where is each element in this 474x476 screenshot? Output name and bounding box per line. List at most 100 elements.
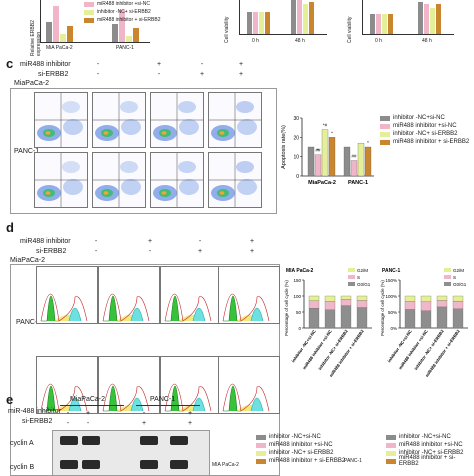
viability-ylabel-1: Cell viability <box>224 16 230 43</box>
d-mir-sign: - <box>198 238 202 245</box>
y-tick-label: 10 <box>293 155 299 161</box>
viability-chart-1: Cell viability 0 h 48 h <box>224 0 330 50</box>
cycle-bar-segment <box>324 295 336 302</box>
cycle-bar-segment <box>308 295 320 301</box>
legend-swatch <box>348 282 355 286</box>
legend-label: miR488 inhibitor +si-NC <box>269 442 333 448</box>
e-chart2-title: PANC-1 <box>344 458 362 464</box>
legend-label: miR488 inhibitor + si-ERBB2 <box>393 139 470 145</box>
c-mir-sign: - <box>200 61 204 68</box>
viability-bar <box>247 12 252 34</box>
x-category-label: inhibitor -NC+ si-ERBB2 <box>317 328 349 371</box>
erbb2-bar <box>133 28 139 42</box>
y-tick-label: 0% <box>390 326 397 331</box>
cycle-bar-segment <box>436 295 448 301</box>
cell-cycle-chart-panc: PANC-1 0% 50% 100% 150%Percentage of cell cy… <box>380 268 468 378</box>
c-si-sign: - <box>96 71 100 78</box>
c-mir488-label: miR488 inhibitor <box>20 61 71 68</box>
x-category-label: miR488 inhibitor + si-ERBB2 <box>424 328 461 378</box>
viability-bar <box>259 12 264 34</box>
legend-label: G2/M <box>453 268 464 273</box>
legend-swatch <box>386 434 396 440</box>
apoptosis-bar <box>328 137 336 177</box>
e-mir-sign: + <box>85 410 91 417</box>
significance-mark: * <box>367 140 369 145</box>
erbb2-cat-1: MiA PaCa-2 <box>46 45 73 51</box>
flow-dot-plot <box>208 152 262 208</box>
y-tick-label: 20 <box>293 135 299 141</box>
panel-label-d: d <box>6 220 14 235</box>
viability-bar <box>291 0 296 34</box>
y-tick-label: 50% <box>388 310 397 315</box>
apoptosis-bar <box>364 146 372 177</box>
apoptosis-bar <box>321 129 329 177</box>
e-legend-2: inhibitor -NC+si-NC miR488 inhibitor +si… <box>386 433 474 467</box>
apoptosis-bar <box>343 146 351 177</box>
legend-swatch <box>256 450 266 456</box>
apoptosis-bar <box>314 154 322 177</box>
d-mir-sign: - <box>94 238 98 245</box>
flow-dot-plot <box>92 152 146 208</box>
e-line2-bar <box>136 405 200 406</box>
c-mir-sign: + <box>238 61 244 68</box>
c-mir-sign: + <box>156 61 162 68</box>
significance-mark: ## <box>351 154 357 159</box>
y-axis-label: Percentage of cell cycle (%) <box>284 280 289 336</box>
d-mir-sign: + <box>147 238 153 245</box>
erbb2-bar <box>60 34 66 42</box>
legend-swatch <box>386 442 396 448</box>
x-category-label: inhibitor -NC+ si-ERBB2 <box>413 328 445 371</box>
flow-dot-plot <box>150 152 204 208</box>
cycle-bar-segment <box>420 310 432 329</box>
viability-bar <box>436 4 441 34</box>
viability-tick-3: 0 h <box>375 38 382 44</box>
c-si-sign: + <box>199 71 205 78</box>
e-si-sign: + <box>141 420 147 427</box>
viability-bar <box>265 12 270 34</box>
legend-swatch <box>386 458 396 464</box>
y-axis-label: Percentage of cell cycle (%) <box>380 280 385 336</box>
cell-cycle-histogram <box>98 266 160 324</box>
legend-swatch <box>348 275 355 279</box>
legend-label: inhibitor -NC+ si-ERBB2 <box>399 450 464 456</box>
significance-mark: * <box>317 148 319 153</box>
y-tick-label: 0 <box>298 326 301 331</box>
viability-bar <box>309 2 314 34</box>
y-tick-label: 100% <box>385 294 397 299</box>
d-line2-label: PANC-1 <box>16 319 42 326</box>
viability-axis-1 <box>239 0 240 34</box>
legend-swatch <box>444 268 451 272</box>
blot-band <box>82 436 100 445</box>
legend-label: miR488 inhibitor + si-ERBB2 <box>269 458 346 464</box>
category-label: MiaPaCa-2 <box>308 180 336 186</box>
blot-band <box>170 436 188 445</box>
cycle-bar-segment <box>356 295 368 301</box>
panel-label-e: e <box>6 392 14 407</box>
e-mir-sign: - <box>142 410 146 417</box>
apoptosis-legend: inhibitor -NC+si-NC miR488 inhibitor +si… <box>380 114 469 146</box>
e-si-sign: - <box>66 420 70 427</box>
y-tick-label: 150% <box>385 278 397 283</box>
flow-dot-plot <box>208 92 262 148</box>
e-si-sign: + <box>187 420 193 427</box>
legend-swatch <box>444 282 451 286</box>
d-mir488-label: miR488 inhibitor <box>20 238 71 245</box>
d-line1-label: MiaPaCa-2 <box>10 257 46 264</box>
e-row2-label: cyclin B <box>10 464 35 471</box>
viability-bar <box>370 14 375 34</box>
cycle-bar-segment <box>420 301 432 311</box>
erbb2-bar <box>53 6 59 42</box>
cycle-bar-segment <box>404 301 416 310</box>
e-chart1-title: MIA PaCa-2 <box>212 462 239 468</box>
apoptosis-bar <box>307 146 315 177</box>
category-label: PANC-1 <box>348 180 368 186</box>
blot-band <box>82 460 100 469</box>
legend-label: miR488 inhibitor + si-ERBB2 <box>398 455 456 467</box>
flow-dot-plot <box>150 92 204 148</box>
c-si-sign: + <box>238 71 244 78</box>
cycle-bar-segment <box>356 300 368 308</box>
viability-chart-2: Cell viability 0 h 48 h <box>347 0 458 50</box>
chart-title: PANC-1 <box>382 268 400 274</box>
cell-cycle-chart-mia: MIA PaCa-2 0 50 100 150 Percentage of cell cy… <box>284 268 372 378</box>
viability-baseline-2 <box>362 34 454 35</box>
